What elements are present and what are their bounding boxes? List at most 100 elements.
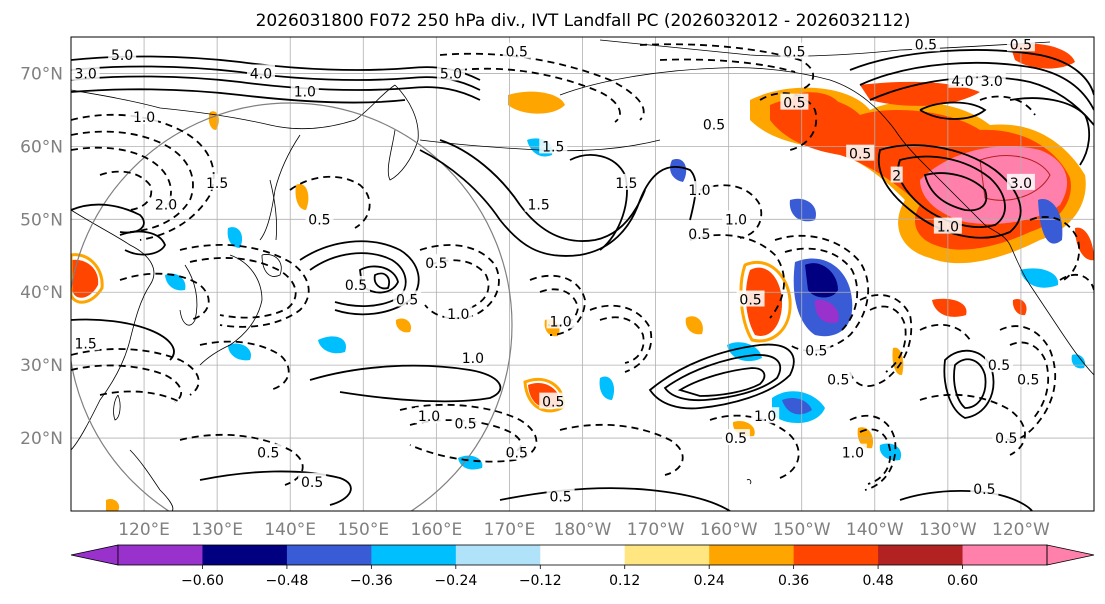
contour-label-bg xyxy=(451,414,480,431)
shade-central-blue-core xyxy=(805,263,838,298)
contour-label: 1.0 xyxy=(754,409,776,425)
coast-china xyxy=(71,209,155,451)
contour-pos-central-s1 xyxy=(648,343,795,410)
lon-tick-label: 140°E xyxy=(264,520,316,540)
shade-blue-right2 xyxy=(1038,199,1063,244)
contour-label: 0.5 xyxy=(783,96,805,112)
contour-label-bg xyxy=(290,82,319,99)
colorbar-extend-max xyxy=(1046,544,1095,566)
contour-label: 3.0 xyxy=(981,74,1003,90)
contour-label: 3.0 xyxy=(1010,176,1032,192)
contour-neg-asia3 xyxy=(119,272,210,321)
contour-label: 1.0 xyxy=(688,183,710,199)
contour-label: 1.0 xyxy=(447,307,469,323)
colorbar-segment xyxy=(540,545,626,565)
contour-pos-arctic2 xyxy=(71,65,481,91)
contour-label-bg xyxy=(71,334,100,351)
contour-neg-west4 xyxy=(99,170,153,211)
lat-tick-label: 70°N xyxy=(20,64,63,84)
colorbar-tick-label: 0.60 xyxy=(947,573,978,589)
contour-label-bg xyxy=(685,181,714,198)
contour-label: 5.0 xyxy=(440,66,462,82)
contour-label: 2 xyxy=(892,169,901,185)
contour-label-bg xyxy=(721,210,750,227)
contour-neg-mid1 xyxy=(289,175,371,229)
contour-label: 0.5 xyxy=(506,446,528,462)
range-circle xyxy=(71,102,513,511)
coast-korea xyxy=(179,264,198,326)
contour-label-bg xyxy=(948,71,977,88)
shade-orange-mid3 xyxy=(395,318,412,333)
contour-label-bg xyxy=(422,254,451,271)
contour-neg-west2 xyxy=(71,130,194,233)
contour-label-bg xyxy=(685,224,714,241)
colorbar-tick-label: −0.24 xyxy=(434,573,477,589)
contour-label-bg xyxy=(751,407,780,424)
contour-neg-asia4 xyxy=(71,348,200,396)
contour-pos-w1 xyxy=(71,318,175,361)
contour-neg-asia6 xyxy=(99,390,181,403)
shade-blue-mid1 xyxy=(727,342,762,362)
contour-label-bg xyxy=(502,443,531,460)
contour-label: 1.0 xyxy=(294,85,316,101)
contour-label: 1.5 xyxy=(206,176,228,192)
colorbar-tick-label: −0.60 xyxy=(181,573,224,589)
contour-label: 0.5 xyxy=(783,45,805,61)
contour-pos-subtrop1 xyxy=(309,364,502,403)
contour-neg-e5 xyxy=(1009,341,1050,421)
contour-label: 0.5 xyxy=(454,416,476,432)
contour-neg-asia7 xyxy=(199,340,290,391)
contour-label-bg xyxy=(911,37,940,52)
contour-pos-ne-ring2 xyxy=(859,61,1094,111)
contour-label-bg xyxy=(415,407,444,424)
contour-label: 0.5 xyxy=(506,45,528,61)
lon-tick-label: 160°E xyxy=(411,520,463,540)
contour-label-bg xyxy=(985,356,1014,373)
contour-label: 0.5 xyxy=(308,212,330,228)
coast-hawaii xyxy=(746,479,752,485)
contour-neg-ctr3 xyxy=(784,247,859,331)
colorbar-segment xyxy=(878,545,964,565)
lat-tick-label: 30°N xyxy=(20,356,63,376)
coast-taiwan xyxy=(113,394,121,421)
map-panel: 5.03.0 4.01.05.01.02.01.50.50.50.50.51.0 1… xyxy=(70,36,1095,512)
contour-label-bg xyxy=(524,195,553,212)
shade-orange-sw xyxy=(106,499,120,511)
contour-label-bg xyxy=(977,71,1006,88)
contour-label-bg xyxy=(458,348,487,365)
contour-neg-arctic4 xyxy=(659,58,796,73)
contour-label: 1.0 xyxy=(725,212,747,228)
colorbar-tick-label: 0.36 xyxy=(778,573,809,589)
contour-label: 0.5 xyxy=(396,293,418,309)
lon-tick-label: 120°W xyxy=(992,520,1050,540)
colorbar-segment xyxy=(286,545,372,565)
contour-label: 1.5 xyxy=(74,336,96,352)
contour-pos-subtrop2 xyxy=(199,470,352,506)
shade-orange-east2 xyxy=(932,298,967,317)
contour-neg-s2 xyxy=(859,428,892,485)
contour-label: 4.0 xyxy=(951,74,973,90)
contour-neg-s3 xyxy=(709,414,800,479)
contour-pos-ne-ring3 xyxy=(869,76,1094,126)
lon-tick-label: 150°E xyxy=(337,520,389,540)
contour-labels: 5.03.0 4.01.05.01.02.01.50.50.50.50.51.0 1… xyxy=(71,37,1043,505)
colorbar-segment xyxy=(118,545,203,565)
lon-tick-label: 170°W xyxy=(627,520,685,540)
colorbar-tick-label: −0.48 xyxy=(265,573,308,589)
colorbar-tick-label: −0.12 xyxy=(519,573,562,589)
contour-label-bg xyxy=(444,305,473,322)
contour-neg-ctr4 xyxy=(699,184,763,239)
contour-label: 0.5 xyxy=(703,118,725,134)
contour-label-bg xyxy=(780,42,809,59)
contour-label: 0.5 xyxy=(425,256,447,272)
shade-central-blue-small2 xyxy=(670,159,687,182)
lat-tick-label: 50°N xyxy=(20,210,63,230)
contour-neg-mid10 xyxy=(599,316,645,364)
colorbar-segment xyxy=(455,545,541,565)
contour-pos-gulf2 xyxy=(897,155,1006,228)
coast-hokkaido xyxy=(261,254,282,277)
contour-label: 0.5 xyxy=(973,482,995,498)
contour-neg-e2 xyxy=(869,305,907,373)
contour-label-bg xyxy=(1014,370,1043,387)
contour-label: 2.0 xyxy=(155,198,177,214)
